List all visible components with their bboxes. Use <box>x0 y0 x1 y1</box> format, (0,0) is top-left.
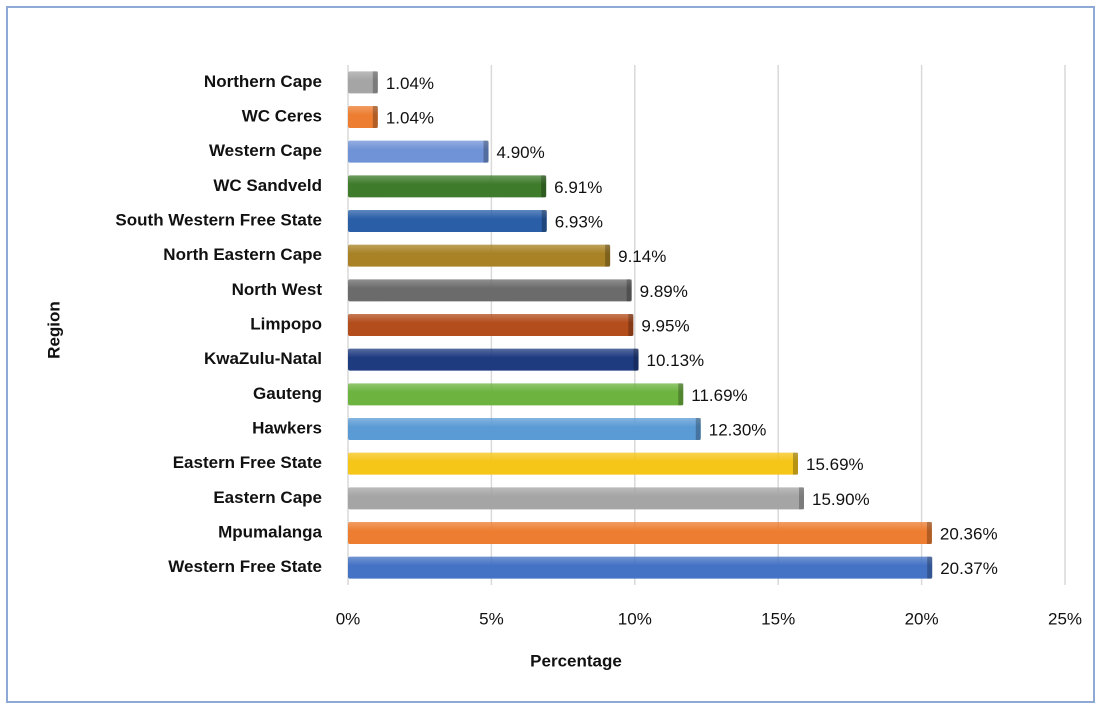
value-label: 1.04% <box>386 74 434 93</box>
value-label: 15.90% <box>812 490 870 509</box>
bar <box>348 556 933 579</box>
value-label: 4.90% <box>497 143 545 162</box>
bar <box>348 418 701 440</box>
bar-cap <box>605 244 611 267</box>
category-label: KwaZulu-Natal <box>204 349 322 368</box>
bar <box>348 314 634 336</box>
category-label: South Western Free State <box>115 210 322 229</box>
category-label: North West <box>232 280 323 299</box>
category-label: Western Cape <box>209 141 322 160</box>
category-label: WC Sandveld <box>213 176 322 195</box>
bar <box>348 383 684 406</box>
bar-cap <box>799 487 805 510</box>
bar-cap <box>792 452 798 475</box>
category-label: Eastern Cape <box>213 488 322 507</box>
value-label: 6.93% <box>555 212 603 231</box>
bar <box>348 71 378 94</box>
value-label: 20.36% <box>940 524 998 543</box>
value-label: 15.69% <box>806 455 864 474</box>
x-axis-label: Percentage <box>530 651 622 670</box>
bar-cap <box>541 210 547 232</box>
bar-cap <box>483 140 489 163</box>
bar <box>348 106 378 128</box>
x-tick-label: 15% <box>761 609 795 628</box>
x-tick-label: 20% <box>905 609 939 628</box>
bar-cap <box>372 106 378 128</box>
bar <box>348 140 489 163</box>
x-tick-label: 10% <box>618 609 652 628</box>
category-label: Limpopo <box>250 314 322 333</box>
bar-cap <box>541 175 547 198</box>
category-label: Western Free State <box>168 557 322 576</box>
bar-cap <box>372 71 378 94</box>
bar <box>348 522 932 544</box>
bar <box>348 452 798 475</box>
y-axis-label: Region <box>44 301 63 359</box>
bar-cap <box>927 556 933 579</box>
bar-cap <box>626 279 632 302</box>
bar-cap <box>695 418 701 440</box>
x-tick-label: 0% <box>336 609 361 628</box>
bar-cap <box>678 383 684 406</box>
value-label: 10.13% <box>647 351 705 370</box>
bar-cap <box>633 348 639 371</box>
bar-cap <box>628 314 634 336</box>
category-label: Mpumalanga <box>218 522 322 541</box>
category-label: Gauteng <box>253 384 322 403</box>
x-tick-label: 5% <box>479 609 504 628</box>
bar-cap <box>926 522 932 544</box>
category-label: WC Ceres <box>242 106 322 125</box>
value-label: 9.89% <box>640 282 688 301</box>
value-label: 1.04% <box>386 108 434 127</box>
category-label: Northern Cape <box>204 72 322 91</box>
category-label: Eastern Free State <box>173 453 322 472</box>
value-label: 6.91% <box>554 178 602 197</box>
bar <box>348 348 639 371</box>
bar <box>348 487 805 510</box>
bar <box>348 210 547 232</box>
value-label: 12.30% <box>709 420 767 439</box>
bar <box>348 244 611 267</box>
bar <box>348 175 547 198</box>
x-tick-label: 25% <box>1048 609 1082 628</box>
category-label: North Eastern Cape <box>163 245 322 264</box>
value-label: 11.69% <box>691 386 747 405</box>
value-label: 20.37% <box>940 559 998 578</box>
value-label: 9.95% <box>641 316 689 335</box>
category-label: Hawkers <box>252 418 322 437</box>
bar <box>348 279 632 302</box>
value-label: 9.14% <box>618 247 666 266</box>
